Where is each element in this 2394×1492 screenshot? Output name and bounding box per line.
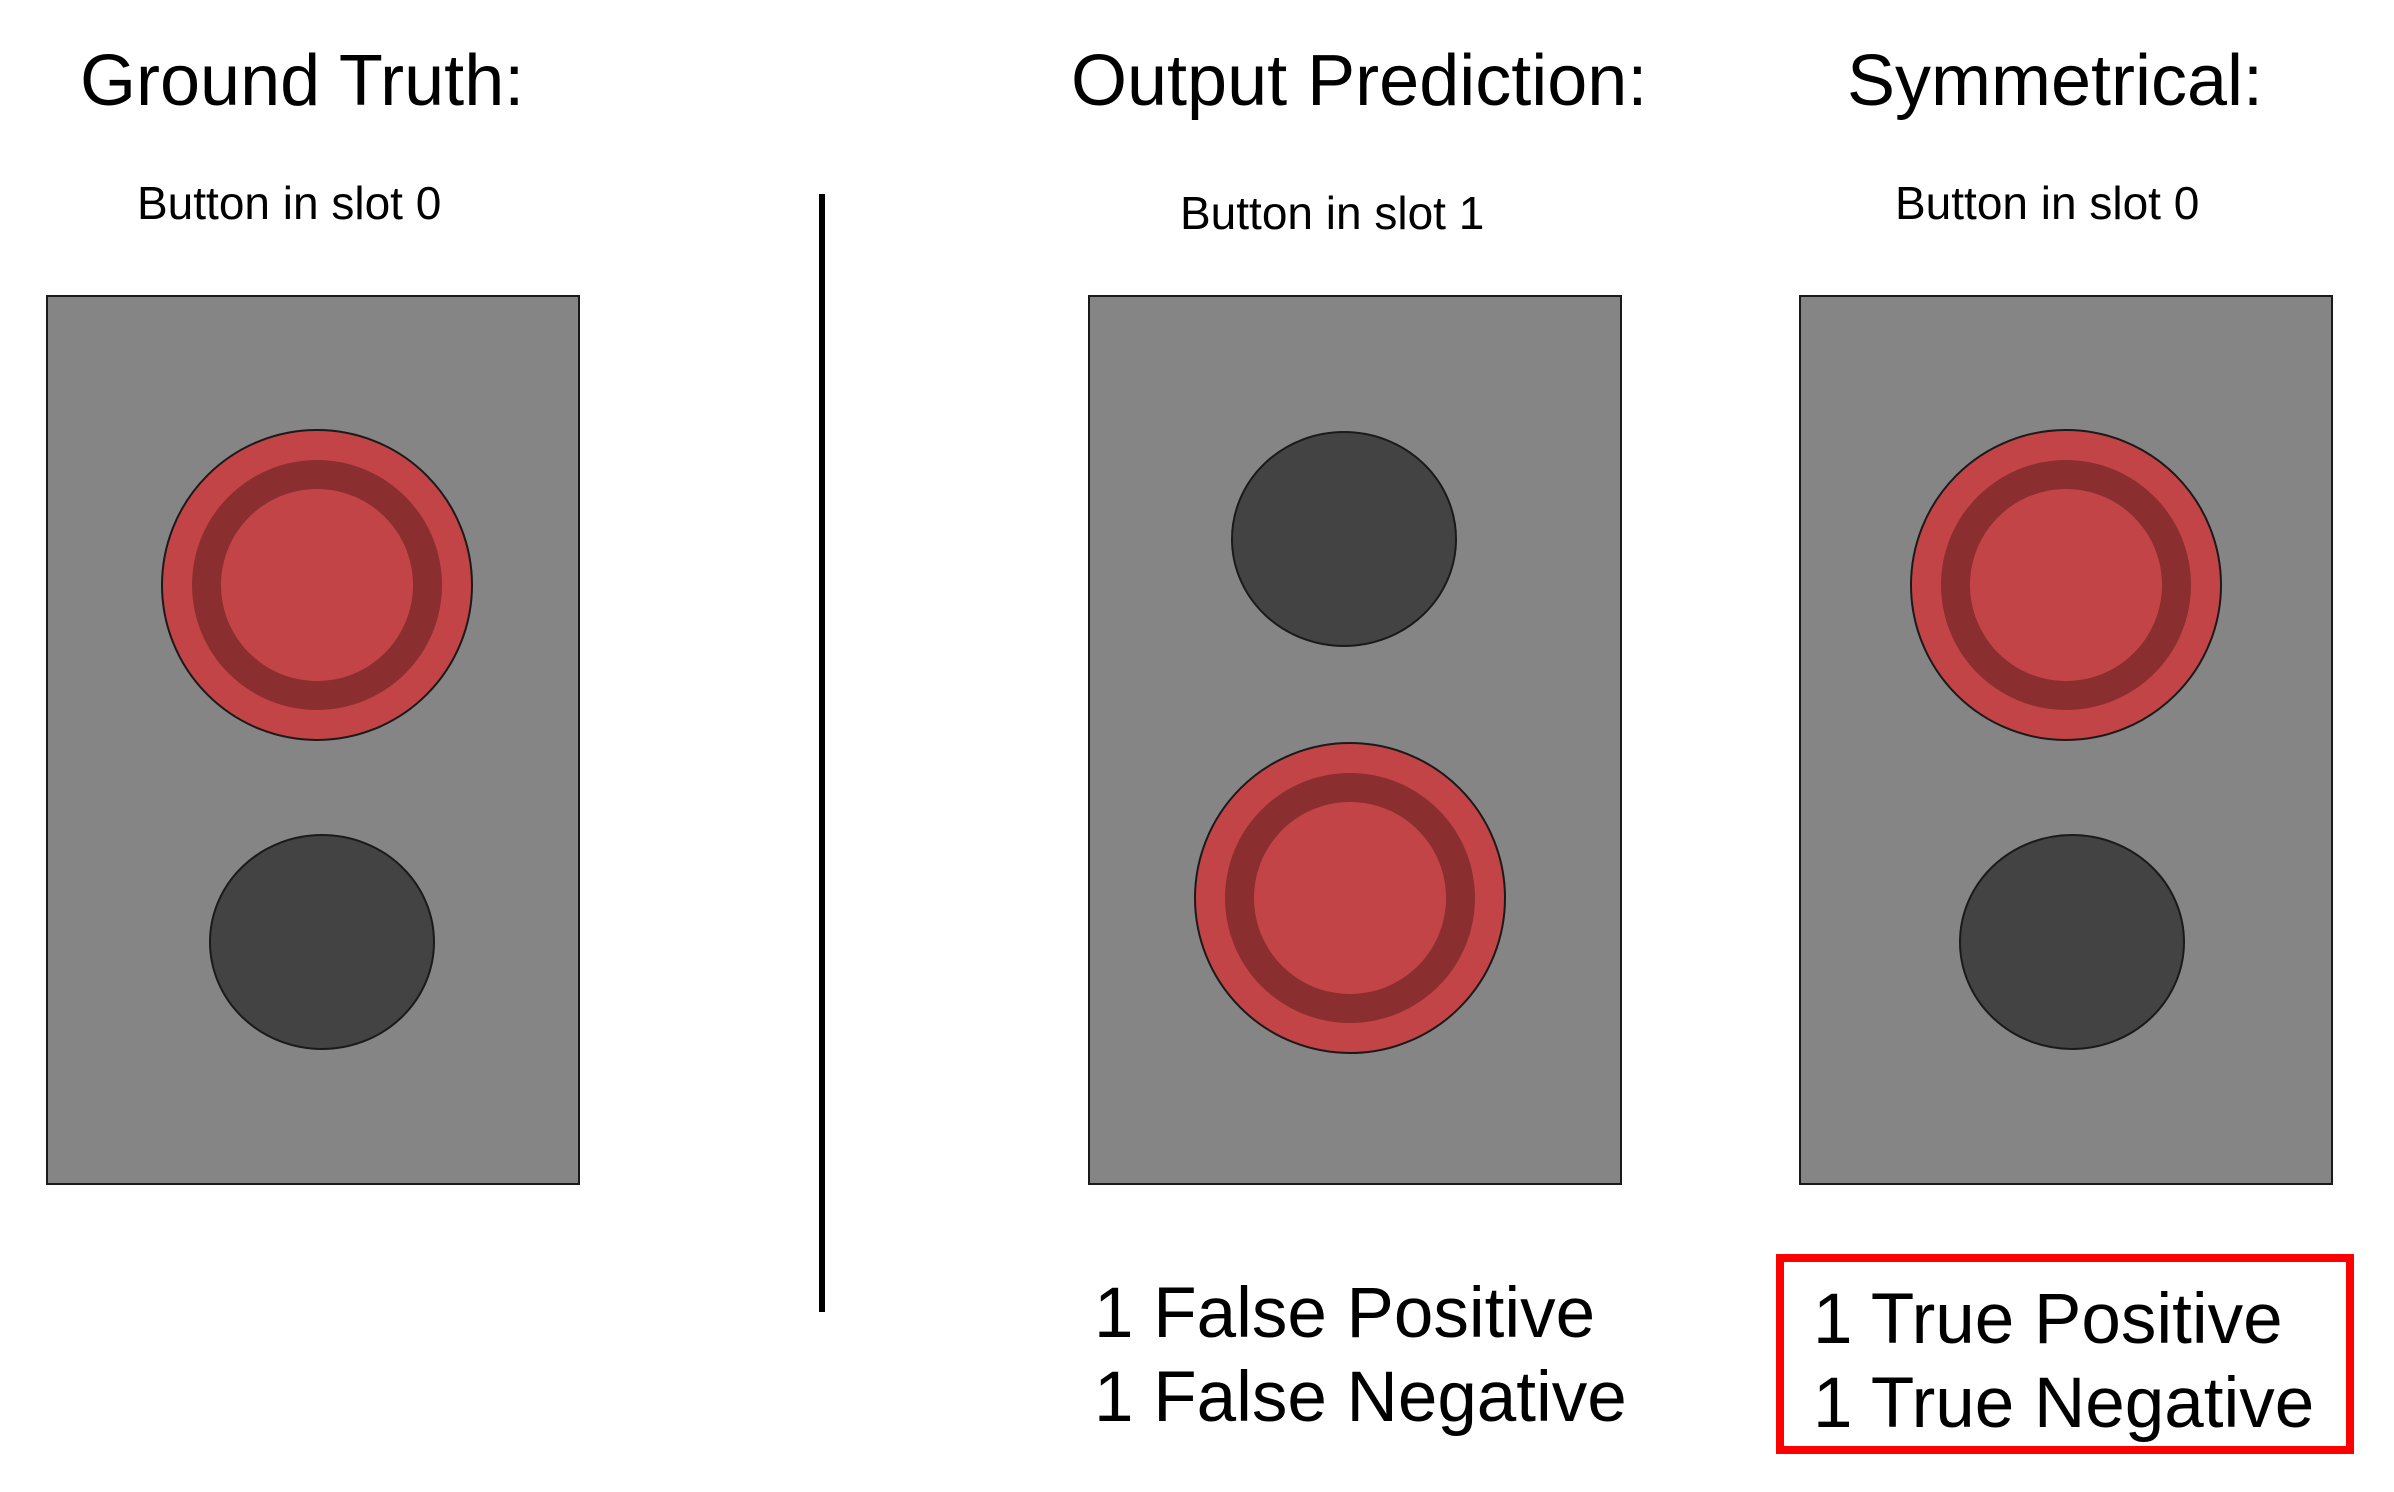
output-prediction-sublabel: Button in slot 1 xyxy=(1180,187,1485,239)
symmetrical-sublabel: Button in slot 0 xyxy=(1895,177,2200,229)
slot-0-pressed-button xyxy=(161,429,473,741)
slot-1-pressed-button xyxy=(1194,742,1506,1054)
result-line-1: 1 True Positive xyxy=(1813,1280,2283,1359)
symmetrical-panel xyxy=(1799,295,2333,1185)
dark-button xyxy=(209,834,435,1050)
output-prediction-result: 1 False Positive 1 False Negative xyxy=(1094,1272,1627,1440)
column-divider xyxy=(819,194,825,1312)
output-prediction-heading: Output Prediction: xyxy=(1071,41,1648,121)
result-line-1: 1 False Positive xyxy=(1094,1274,1596,1353)
red-button-center xyxy=(221,489,413,681)
red-button-center xyxy=(1970,489,2162,681)
result-line-2: 1 False Negative xyxy=(1094,1358,1627,1437)
symmetrical-heading: Symmetrical: xyxy=(1847,41,2264,121)
slot-0-pressed-button xyxy=(1910,429,2222,741)
ground-truth-sublabel: Button in slot 0 xyxy=(137,177,442,229)
slot-1-unpressed-button xyxy=(1959,834,2185,1050)
output-prediction-panel xyxy=(1088,295,1622,1185)
slot-0-unpressed-button xyxy=(1231,431,1457,647)
dark-button xyxy=(1959,834,2185,1050)
symmetrical-result: 1 True Positive 1 True Negative xyxy=(1813,1278,2314,1446)
result-line-2: 1 True Negative xyxy=(1813,1364,2315,1443)
red-button-center xyxy=(1254,802,1446,994)
slot-1-unpressed-button xyxy=(209,834,435,1050)
ground-truth-panel xyxy=(46,295,580,1185)
ground-truth-heading: Ground Truth: xyxy=(80,41,525,121)
result-highlight-box xyxy=(1776,1254,2354,1454)
dark-button xyxy=(1231,431,1457,647)
